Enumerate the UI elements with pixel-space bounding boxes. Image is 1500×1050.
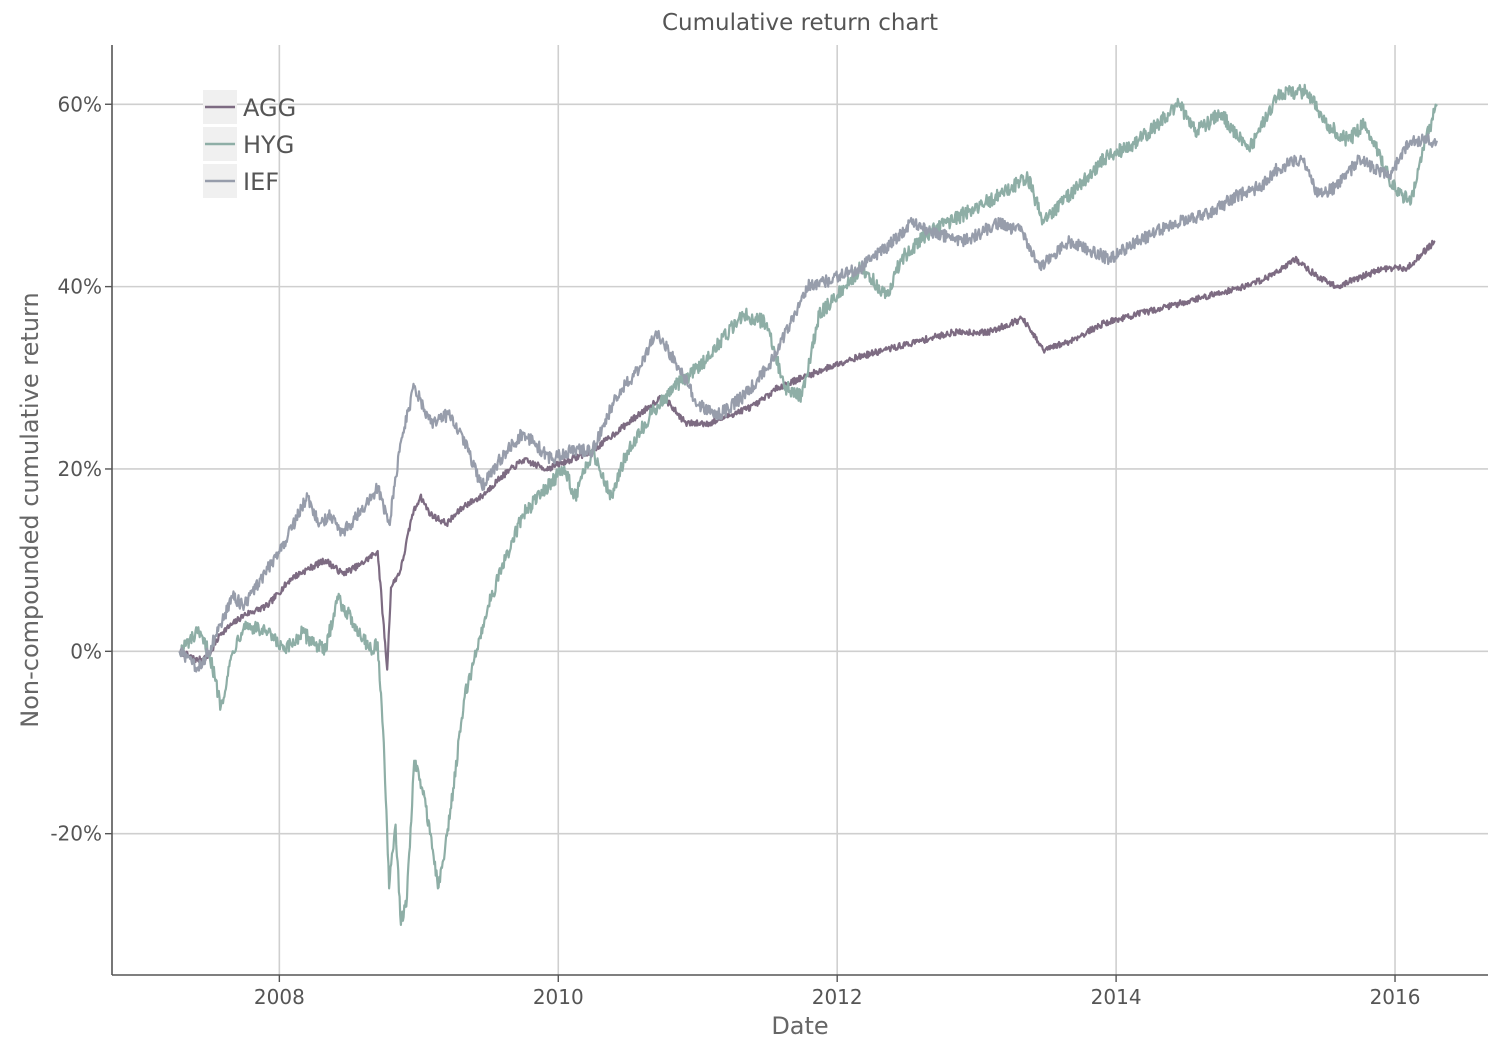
legend-item-agg: AGG xyxy=(203,90,296,124)
series xyxy=(178,83,1438,926)
y-axis-title: Non-compounded cumulative return xyxy=(16,292,44,727)
y-tick-label: -20% xyxy=(50,822,102,846)
x-tick-label: 2016 xyxy=(1370,985,1421,1009)
y-tick-label: 40% xyxy=(58,275,102,299)
chart-title: Cumulative return chart xyxy=(662,10,938,36)
tick-labels: 2008 2010 2012 2014 2016 -20% 0% 20% 40% 60% xyxy=(50,92,1420,1009)
series-line-ief xyxy=(178,133,1438,673)
x-axis-title: Date xyxy=(771,1012,828,1040)
legend-label: HYG xyxy=(243,131,294,159)
series-line-agg xyxy=(178,239,1436,671)
y-tick-label: 0% xyxy=(70,639,102,663)
axes xyxy=(111,45,1488,976)
x-tick-label: 2014 xyxy=(1091,985,1142,1009)
legend-item-hyg: HYG xyxy=(203,127,294,161)
legend-label: AGG xyxy=(243,94,296,122)
x-tick-label: 2012 xyxy=(812,985,863,1009)
series-line-hyg xyxy=(178,83,1438,926)
legend-label: IEF xyxy=(243,168,279,196)
y-tick-label: 20% xyxy=(58,457,102,481)
x-tick-label: 2010 xyxy=(533,985,584,1009)
legend: AGG HYG IEF xyxy=(203,90,296,198)
x-tick-label: 2008 xyxy=(254,985,305,1009)
y-tick-label: 60% xyxy=(58,92,102,116)
legend-item-ief: IEF xyxy=(203,164,279,198)
grid xyxy=(112,45,1488,975)
